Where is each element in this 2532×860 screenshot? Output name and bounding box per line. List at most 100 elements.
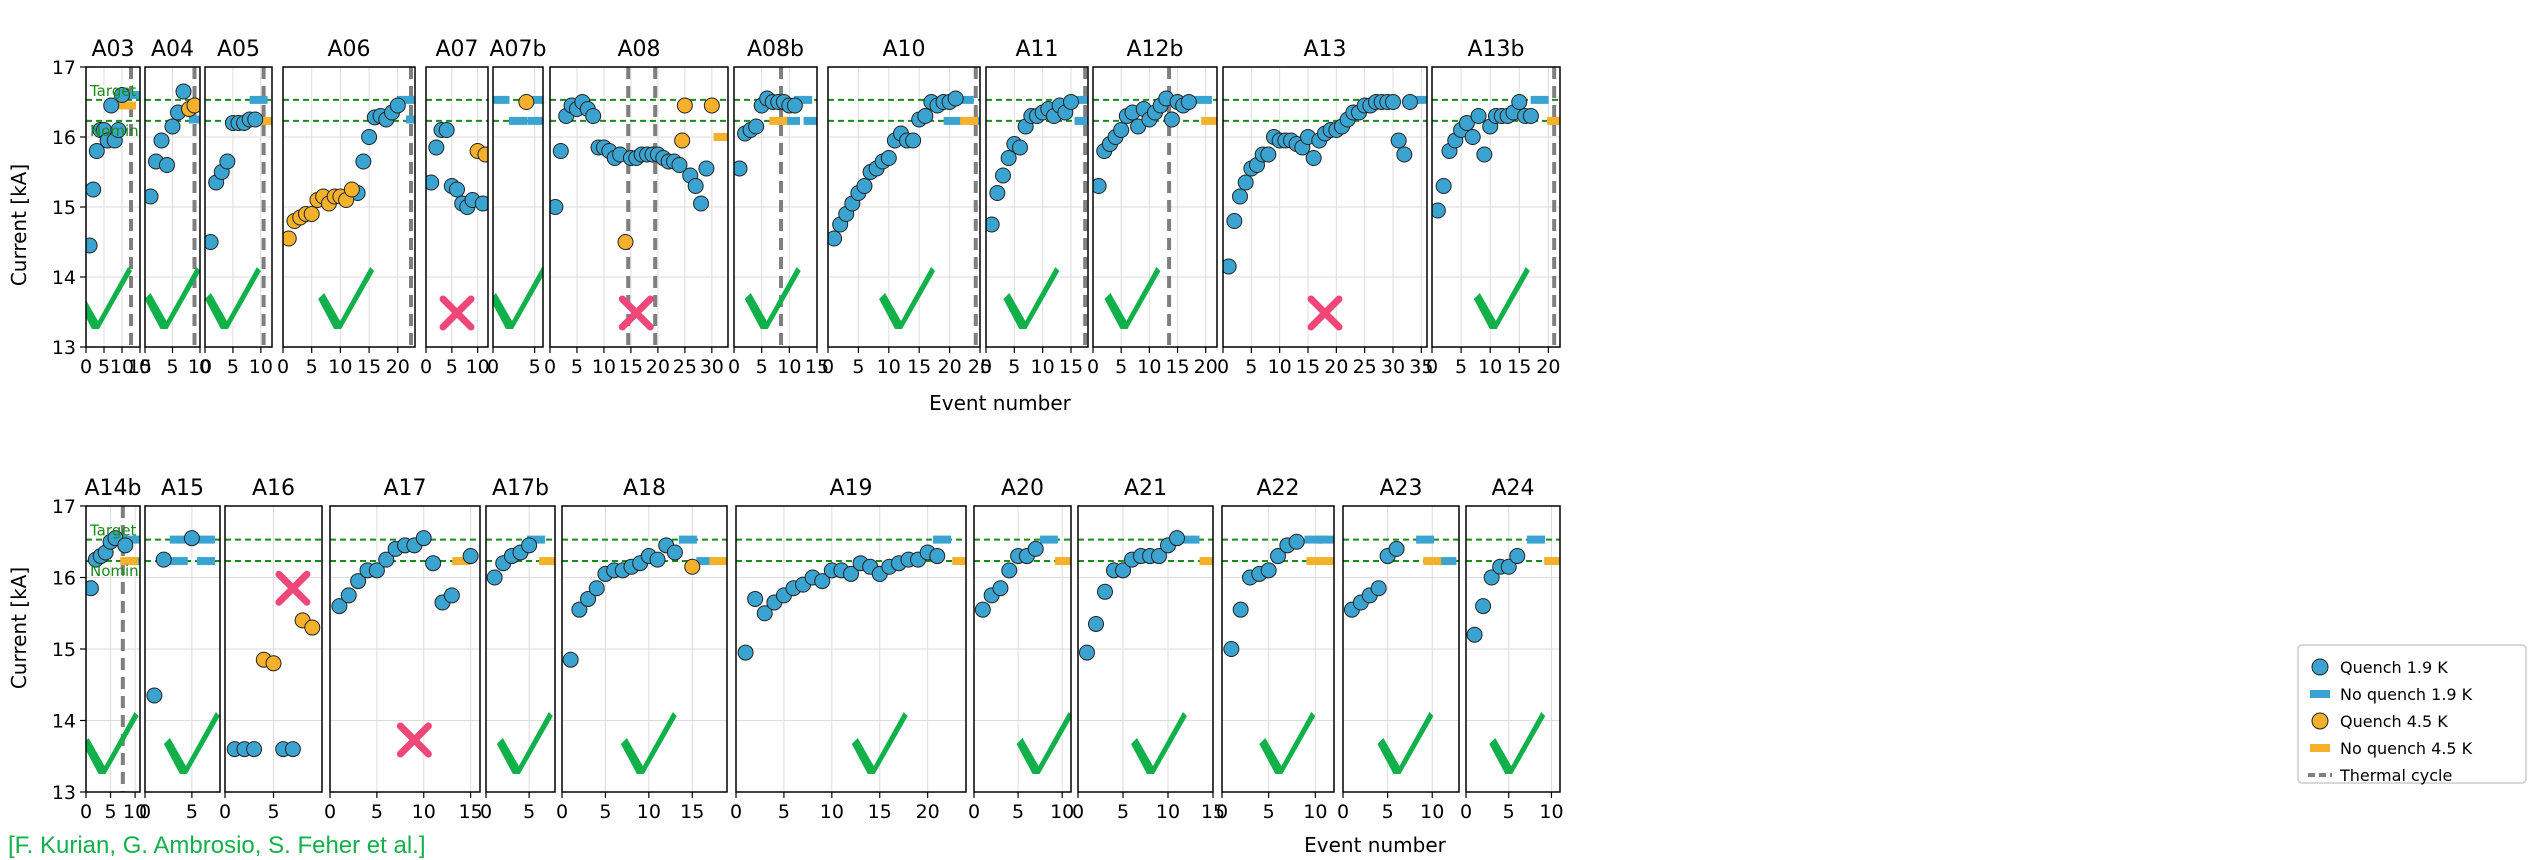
x-tick-label: 10 bbox=[1478, 356, 1502, 378]
no-quench-19-marker bbox=[1438, 557, 1457, 566]
panel-a11: A11 0 5 10 15 bbox=[980, 37, 1089, 378]
x-tick-label: 5 bbox=[852, 356, 864, 378]
quench-19-point bbox=[580, 590, 597, 607]
quench-19-point bbox=[153, 132, 170, 149]
no-quench-19-marker bbox=[943, 116, 962, 125]
quench-19-point bbox=[114, 87, 130, 103]
x-tick-label: 0 bbox=[80, 801, 92, 823]
quench-19-point bbox=[110, 122, 127, 138]
panel-plot-area bbox=[225, 506, 322, 792]
no-quench-45-marker bbox=[1306, 557, 1325, 566]
quench-45-point bbox=[477, 146, 488, 163]
panel-frame bbox=[282, 66, 416, 348]
panel-title: A17b bbox=[492, 476, 549, 501]
no-quench-19-marker bbox=[1074, 116, 1088, 125]
legend-quench-19-marker bbox=[2311, 658, 2329, 676]
no-quench-45-marker bbox=[258, 116, 272, 125]
quench-19-point bbox=[1223, 258, 1237, 275]
x-tick-label: 10 bbox=[110, 356, 134, 378]
panel-plot-area: Target current Nominal current bbox=[86, 67, 140, 347]
x-tick-label: 5 bbox=[1455, 356, 1467, 378]
panel-frame bbox=[733, 66, 818, 348]
x-tick-label: 5 bbox=[571, 356, 583, 378]
no-quench-45-marker bbox=[1423, 557, 1442, 566]
x-tick-label: 20 bbox=[1324, 356, 1348, 378]
quench-19-point bbox=[687, 178, 704, 194]
x-tick-label: 0 bbox=[1217, 356, 1229, 378]
x-tick-label: 30 bbox=[1381, 356, 1405, 378]
pass-check-icon bbox=[1104, 267, 1161, 329]
quench-19-point bbox=[246, 741, 263, 758]
x-tick-label: 35 bbox=[1409, 356, 1433, 378]
panel-a17: A17 0 5 10 15 bbox=[324, 476, 483, 823]
pass-check-icon bbox=[1003, 267, 1060, 329]
panel-a21: A21 0 5 10 15 bbox=[1072, 476, 1225, 823]
quench-19-point bbox=[1180, 94, 1197, 110]
panel-frame bbox=[1465, 505, 1561, 793]
x-tick-label: 20 bbox=[1536, 356, 1560, 378]
quench-19-point bbox=[284, 741, 301, 758]
panel-title: A13b bbox=[1467, 37, 1524, 62]
quench-19-point bbox=[1232, 601, 1249, 618]
x-tick-label: 5 bbox=[98, 356, 110, 378]
quench-19-point bbox=[415, 530, 432, 547]
x-tick-label: 0 bbox=[728, 356, 740, 378]
x-tick-label: 15 bbox=[357, 356, 381, 378]
no-quench-19-marker bbox=[249, 95, 268, 104]
x-tick-label: 10 bbox=[1420, 801, 1444, 823]
fail-cross-icon bbox=[275, 570, 311, 606]
no-quench-19-marker bbox=[509, 116, 527, 125]
panel-a23: A23 0 5 10 bbox=[1337, 476, 1460, 823]
x-tick-label: 20 bbox=[1194, 356, 1218, 378]
quench-19-point bbox=[1435, 178, 1452, 194]
x-tick-label: 0 bbox=[139, 356, 151, 378]
quench-19-point bbox=[155, 551, 172, 568]
quench-19-point bbox=[1458, 115, 1475, 131]
panel-plot-area bbox=[736, 506, 966, 792]
legend-noquench-45-marker bbox=[2310, 744, 2330, 752]
no-quench-45-marker bbox=[1199, 557, 1213, 566]
quench-19-point bbox=[737, 644, 754, 661]
y-tick-label: 14 bbox=[52, 267, 76, 289]
quench-19-point bbox=[1151, 548, 1167, 565]
quench-19-point bbox=[521, 537, 538, 554]
quench-45-point bbox=[676, 97, 693, 114]
panel-frame bbox=[425, 66, 489, 348]
x-tick-label: 5 bbox=[227, 356, 239, 378]
panel-title: A15 bbox=[161, 476, 204, 501]
y-tick-label: 13 bbox=[52, 782, 76, 804]
x-tick-label: 0 bbox=[80, 356, 92, 378]
quench-19-point bbox=[1476, 146, 1493, 163]
quench-19-point bbox=[1063, 94, 1079, 110]
quench-19-point bbox=[856, 178, 873, 194]
legend-quench-45-marker bbox=[2311, 712, 2329, 730]
quench-19-point bbox=[474, 195, 488, 212]
y-tick-label: 15 bbox=[52, 197, 76, 219]
quench-19-point bbox=[1475, 598, 1492, 615]
x-tick-label: 15 bbox=[1165, 356, 1189, 378]
x-tick-label: 15 bbox=[680, 801, 704, 823]
panel-plot-area bbox=[145, 67, 200, 347]
quench-19-point bbox=[426, 174, 440, 191]
pass-check-icon bbox=[163, 712, 220, 774]
panel-frame bbox=[1092, 66, 1218, 348]
quench-19-point bbox=[1305, 150, 1322, 166]
panel-frame bbox=[485, 505, 556, 793]
panel-a24: A24 0 5 10 bbox=[1460, 476, 1564, 823]
x-tick-label: 0 bbox=[324, 801, 336, 823]
panel-title: A16 bbox=[252, 476, 295, 501]
fail-cross-icon bbox=[439, 295, 475, 331]
x-tick-label: 15 bbox=[1507, 356, 1531, 378]
x-tick-label: 5 bbox=[1115, 356, 1127, 378]
legend-quench-19-label: Quench 1.9 K bbox=[2340, 658, 2448, 677]
panel-a04: A04 0 5 10 bbox=[139, 37, 212, 378]
legend-frame bbox=[2297, 644, 2527, 784]
pass-check-icon bbox=[1489, 712, 1546, 774]
panel-plot-area bbox=[1432, 67, 1560, 347]
panel-plot-area bbox=[330, 506, 480, 792]
pass-check-icon bbox=[744, 267, 801, 329]
legend: Quench 1.9 K No quench 1.9 K Quench 4.5 … bbox=[2297, 644, 2527, 785]
panel-plot-area bbox=[1078, 506, 1213, 792]
x-tick-label: 5 bbox=[1263, 801, 1275, 823]
x-tick-label: 15 bbox=[907, 356, 931, 378]
